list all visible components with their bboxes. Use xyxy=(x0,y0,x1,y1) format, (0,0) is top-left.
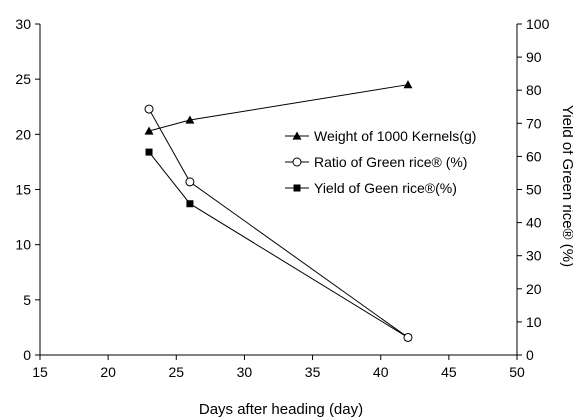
data-point xyxy=(185,177,195,187)
x-axis: 15 20 25 30 35 40 45 50 xyxy=(32,355,525,380)
right-y-tick-label: 70 xyxy=(526,115,542,131)
right-y-tick-label: 30 xyxy=(526,248,542,264)
left-y-tick-label: 0 xyxy=(23,347,31,363)
legend-label: Ratio of Green rice® (%) xyxy=(314,154,467,170)
right-y-tick-label: 20 xyxy=(526,281,542,297)
right-y-tick-label: 80 xyxy=(526,82,542,98)
right-y-tick-label: 0 xyxy=(526,347,534,363)
right-y-tick-label: 40 xyxy=(526,215,542,231)
legend: Weight of 1000 Kernels(g) Ratio of Green … xyxy=(285,128,476,196)
left-y-tick-label: 20 xyxy=(15,126,31,142)
left-y-tick-label: 15 xyxy=(15,182,31,198)
data-point xyxy=(144,104,154,114)
data-point xyxy=(144,126,154,135)
legend-marker xyxy=(293,184,301,192)
data-point xyxy=(403,80,413,89)
series-layer xyxy=(144,80,413,342)
right-y-axis-title: Yield of Green rice® (%) xyxy=(559,105,573,267)
data-point xyxy=(403,332,413,342)
left-y-tick-label: 30 xyxy=(15,16,31,32)
right-y-tick-label: 60 xyxy=(526,148,542,164)
x-tick-label: 35 xyxy=(305,364,321,380)
legend-item: Weight of 1000 Kernels(g) xyxy=(285,128,476,144)
right-y-tick-label: 10 xyxy=(526,314,542,330)
legend-label: Weight of 1000 Kernels(g) xyxy=(314,128,476,144)
x-tick-label: 20 xyxy=(100,364,116,380)
x-axis-title: Days after heading (day) xyxy=(199,401,363,418)
left-y-tick-label: 25 xyxy=(15,71,31,87)
left-y-tick-label: 10 xyxy=(15,237,31,253)
legend-label: Yield of Geen rice®(%) xyxy=(314,180,457,196)
right-y-axis: 0 10 20 30 40 50 60 70 80 90 100 xyxy=(517,16,550,363)
left-y-axis: 0 5 10 15 20 25 30 xyxy=(15,16,40,363)
right-y-tick-label: 50 xyxy=(526,182,542,198)
legend-item: Ratio of Green rice® (%) xyxy=(285,154,467,170)
legend-marker xyxy=(292,131,302,140)
x-tick-label: 25 xyxy=(168,364,184,380)
right-y-tick-label: 90 xyxy=(526,49,542,65)
x-tick-label: 45 xyxy=(441,364,457,380)
x-tick-label: 50 xyxy=(509,364,525,380)
series-line xyxy=(148,84,409,132)
x-tick-label: 15 xyxy=(32,364,48,380)
series-1 xyxy=(144,80,413,135)
legend-item: Yield of Geen rice®(%) xyxy=(285,180,457,196)
right-y-tick-label: 100 xyxy=(526,16,550,32)
data-point xyxy=(186,200,194,208)
data-point xyxy=(145,148,153,156)
legend-marker xyxy=(292,157,302,167)
series-2 xyxy=(144,104,413,342)
data-point xyxy=(185,115,195,124)
x-tick-label: 40 xyxy=(373,364,389,380)
x-tick-label: 30 xyxy=(237,364,253,380)
left-y-tick-label: 5 xyxy=(23,292,31,308)
